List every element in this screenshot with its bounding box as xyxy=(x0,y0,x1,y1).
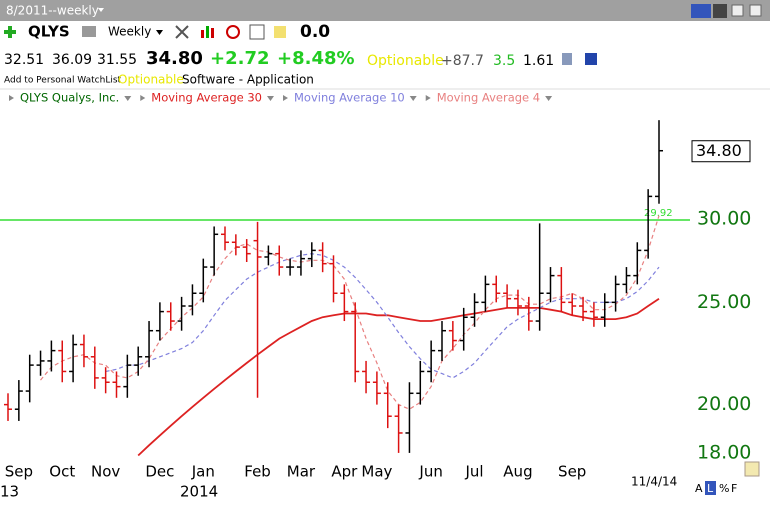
moving-average xyxy=(105,253,660,379)
plot-area: 29.92 xyxy=(0,120,690,457)
quote-last: 34.80 xyxy=(146,48,203,69)
level-label: 29.92 xyxy=(644,208,673,219)
bars-icon xyxy=(211,28,214,38)
quote-high: 36.09 xyxy=(52,52,92,68)
axes: 18.00 20.00 25.00 30.00 Sep Oct Nov Dec Jan Feb Ma… xyxy=(5,140,751,481)
x-tick-label: Aug xyxy=(503,463,532,481)
calc-icon[interactable] xyxy=(249,24,265,40)
x-tick-label: Jun xyxy=(418,463,442,481)
x-tick-label: Oct xyxy=(49,463,75,481)
legend-entry[interactable]: Moving Average 30 xyxy=(151,91,262,105)
quote-low: 31.55 xyxy=(97,52,137,68)
legend-arrow xyxy=(425,95,431,101)
bars-icon[interactable] xyxy=(201,30,204,38)
date-label: 11/4/14 xyxy=(631,475,677,489)
legend-arrow xyxy=(282,95,288,101)
footer-button[interactable]: A xyxy=(695,482,703,495)
legend-arrow xyxy=(9,95,14,101)
industry: Software - Application xyxy=(182,73,314,87)
x-tick-label: Jul xyxy=(464,463,483,481)
period-menu[interactable]: 8/2011--weekly xyxy=(6,4,99,18)
dropdown-arrow xyxy=(98,8,104,12)
draw-icon[interactable] xyxy=(744,461,760,477)
print-icon[interactable] xyxy=(82,26,96,37)
s-button[interactable] xyxy=(691,4,711,18)
db-icon[interactable] xyxy=(562,53,572,65)
add-icon[interactable] xyxy=(4,26,16,38)
legend-arrow xyxy=(140,95,146,101)
footer-button[interactable]: F xyxy=(731,482,737,495)
dropdown-arrow xyxy=(156,30,163,35)
quote-open: 32.51 xyxy=(4,52,44,68)
window-button[interactable] xyxy=(749,4,762,17)
legend-entry[interactable]: Moving Average 10 xyxy=(294,91,405,105)
interval[interactable]: Weekly xyxy=(108,25,151,39)
year-label: 13 xyxy=(0,483,19,501)
legend: QLYS Qualys, Inc. Moving Average 30 Moving… xyxy=(9,91,553,105)
x-tick-label: Sep xyxy=(5,463,33,481)
legend-entry[interactable]: QLYS Qualys, Inc. xyxy=(20,91,119,105)
window-button[interactable] xyxy=(731,4,744,17)
toolbar-value: 0.0 xyxy=(300,22,330,42)
y-tick-label: 25.00 xyxy=(697,291,751,313)
moving-average xyxy=(40,215,660,410)
note-icon[interactable] xyxy=(274,26,286,38)
last-price-box xyxy=(691,140,751,163)
x-tick-label: Apr xyxy=(331,463,358,481)
save-icon[interactable] xyxy=(585,53,597,65)
x-tick-label: Jan xyxy=(191,463,215,481)
button-highlight xyxy=(705,481,716,495)
dropdown-arrow xyxy=(124,96,132,101)
x-tick-label: May xyxy=(361,463,392,481)
alarm-icon[interactable] xyxy=(226,25,240,39)
quote-stat: 3.5 xyxy=(493,53,515,69)
x-tick-label: Sep xyxy=(558,463,586,481)
year-label: 2014 xyxy=(180,483,218,501)
quote-change-pct: +8.48% xyxy=(277,48,355,69)
watchlist-link[interactable]: Add to Personal WatchList xyxy=(4,76,122,86)
quote-change: +2.72 xyxy=(210,48,270,69)
symbol: QLYS xyxy=(28,23,70,41)
bars-icon xyxy=(206,26,209,38)
t-button[interactable] xyxy=(713,4,727,18)
dropdown-arrow xyxy=(266,96,274,101)
y-tick-label: 20.00 xyxy=(697,393,751,415)
last-price-label: 34.80 xyxy=(696,141,742,160)
dropdown-arrow xyxy=(545,96,553,101)
quote-stat: 1.61 xyxy=(523,53,554,69)
y-tick-label: 18.00 xyxy=(697,441,751,463)
footer-button[interactable]: % xyxy=(719,482,729,495)
dropdown-arrow xyxy=(409,96,417,101)
quote-stat: +87.7 xyxy=(441,53,484,69)
x-tick-label: Mar xyxy=(287,463,316,481)
tools-icon[interactable] xyxy=(175,25,189,39)
footer-buttons: A L% F xyxy=(695,481,737,495)
x-tick-label: Nov xyxy=(91,463,120,481)
info-optionable: Optionable xyxy=(118,73,184,87)
x-tick-label: Dec xyxy=(145,463,174,481)
y-tick-label: 30.00 xyxy=(697,207,751,229)
footer-button[interactable]: L xyxy=(707,482,714,495)
legend-entry[interactable]: Moving Average 4 xyxy=(437,91,540,105)
x-tick-label: Feb xyxy=(244,463,271,481)
title-strip xyxy=(0,0,770,21)
optionable: Optionable xyxy=(367,53,444,69)
